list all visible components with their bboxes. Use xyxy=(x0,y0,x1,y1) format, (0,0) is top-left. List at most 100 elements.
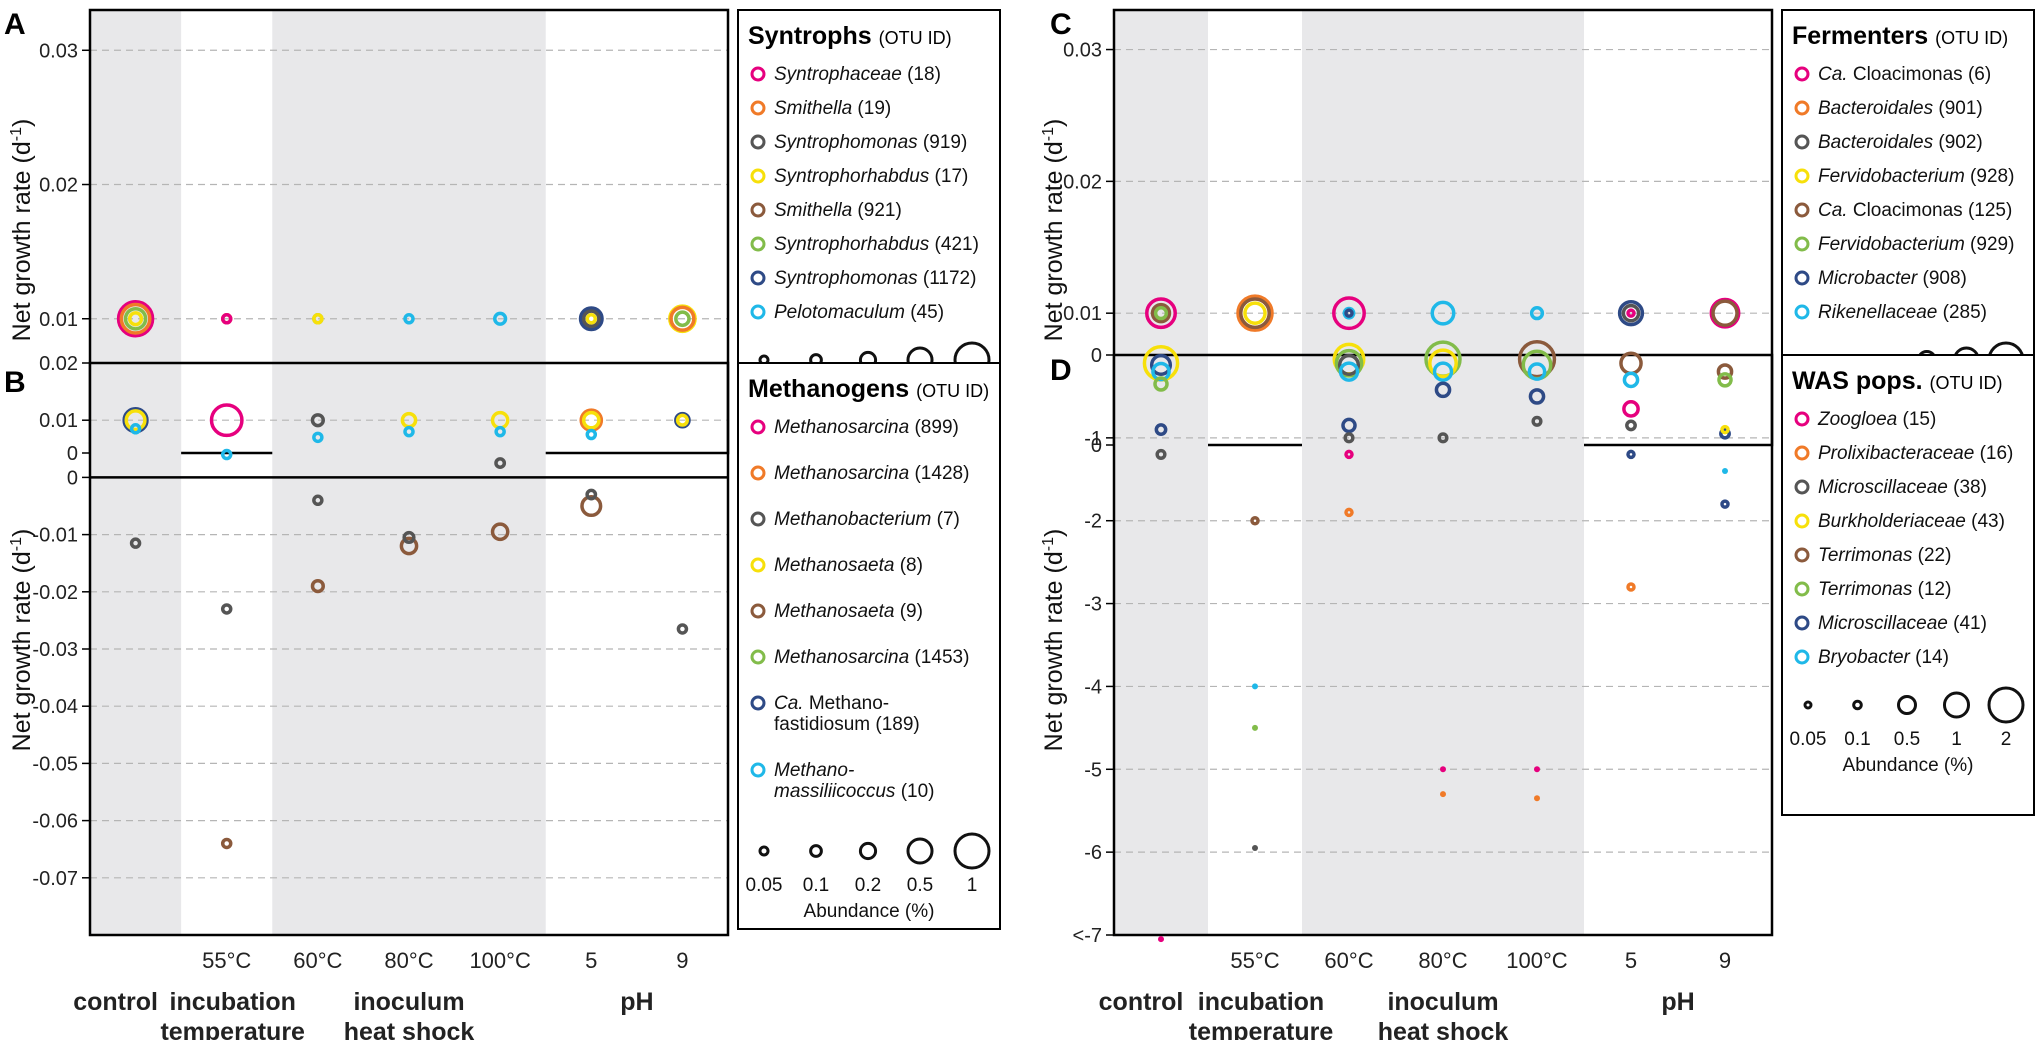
y-tick-label: 0 xyxy=(67,467,78,489)
background-band xyxy=(1114,355,1208,935)
data-point xyxy=(1239,297,1271,330)
legend-marker xyxy=(1794,100,1810,116)
data-point xyxy=(1434,381,1452,399)
x-group-label: temperature xyxy=(1189,1018,1334,1040)
y-axis-label: Net growth rate (d-1) xyxy=(1040,119,1068,342)
x-group-label: incubation xyxy=(1198,988,1324,1016)
data-point xyxy=(129,537,142,549)
x-group-label: pH xyxy=(620,988,653,1016)
data-point xyxy=(674,310,691,328)
y-axis-label: Net growth rate (d-1) xyxy=(1040,529,1068,752)
data-point xyxy=(1153,306,1169,321)
data-point xyxy=(580,494,603,518)
data-point xyxy=(1716,363,1734,380)
x-tick-label: 5 xyxy=(585,948,597,973)
legend-entry: Methanosarcina (1428) xyxy=(774,463,969,484)
data-point xyxy=(403,425,415,438)
data-point xyxy=(127,311,144,327)
legend-marker xyxy=(1794,581,1810,597)
legend-marker xyxy=(750,100,766,116)
size-legend-label: 0.2 xyxy=(855,875,881,896)
data-point xyxy=(1155,448,1167,460)
legend-marker xyxy=(750,695,766,711)
legend-marker xyxy=(1794,513,1810,529)
legend-box xyxy=(1781,354,2035,816)
data-point xyxy=(1720,499,1730,509)
x-tick-label: 80°C xyxy=(1418,948,1467,973)
y-tick-label: -0.02 xyxy=(32,582,78,604)
legend-entry: Burkholderiaceae (43) xyxy=(1818,511,2005,532)
legend-entry: Ca. Cloacimonas (6) xyxy=(1818,64,1991,85)
y-tick-label: 0.02 xyxy=(39,175,78,197)
x-group-label: inoculum xyxy=(1387,988,1498,1016)
data-point xyxy=(1250,515,1260,526)
y-tick-label: -0.04 xyxy=(32,696,78,718)
x-tick-label: 9 xyxy=(1719,948,1731,973)
legend-box xyxy=(1781,9,2035,375)
legend-marker xyxy=(750,134,766,150)
legend-entry: Syntrophaceae (18) xyxy=(774,64,941,85)
data-point xyxy=(1337,353,1361,377)
legend-entry: Syntrophomonas (919) xyxy=(774,132,967,153)
legend-entry: Ca. Cloacimonas (125) xyxy=(1818,200,2012,221)
y-tick-label: -0.03 xyxy=(32,639,78,661)
y-tick-label: <-7 xyxy=(1073,925,1102,947)
legend-marker xyxy=(750,465,766,481)
data-point xyxy=(1243,301,1267,325)
x-tick-label: 100°C xyxy=(469,948,531,973)
legend-marker xyxy=(1794,547,1810,563)
legend-entry: Syntrophorhabdus (421) xyxy=(774,234,979,255)
data-point xyxy=(1145,297,1177,330)
legend-marker xyxy=(1794,236,1810,252)
data-point xyxy=(585,313,598,325)
size-legend-marker xyxy=(809,844,823,858)
legend-entry: Methanosaeta (8) xyxy=(774,555,923,576)
y-tick-label: 0.01 xyxy=(39,410,78,432)
legend-entry: Prolixibacteraceae (16) xyxy=(1818,443,2013,464)
legend-marker xyxy=(1794,270,1810,286)
size-legend-label: 0.1 xyxy=(803,875,829,896)
legend-entry: Zoogloea (15) xyxy=(1817,409,1936,430)
legend-entry: Bacteroidales (901) xyxy=(1818,98,1983,119)
data-point xyxy=(494,457,507,470)
legend-entry: Bacteroidales (902) xyxy=(1818,132,1983,153)
data-point xyxy=(1517,339,1557,379)
size-legend-label: 0.05 xyxy=(1790,729,1827,750)
legend-marker xyxy=(750,168,766,184)
data-point xyxy=(1622,371,1640,389)
y-axis-label: Net growth rate (d-1) xyxy=(8,529,36,752)
size-legend-label: 1 xyxy=(1951,729,1962,750)
data-point xyxy=(1617,300,1645,327)
legend: WAS pops. (OTU ID)Zoogloea (15)Prolixiba… xyxy=(1781,354,2035,816)
data-point xyxy=(1621,303,1641,323)
legend-entry: Microscillaceae (41) xyxy=(1818,613,1987,634)
y-tick-label: -2 xyxy=(1084,511,1102,533)
x-tick-label: 100°C xyxy=(1506,948,1568,973)
legend-marker xyxy=(1794,445,1810,461)
y-tick-label: -0.06 xyxy=(32,811,78,833)
data-point xyxy=(1344,449,1354,460)
legend-entry-line2: massiliicoccus (10) xyxy=(774,781,935,802)
y-tick-label: 0 xyxy=(67,443,78,465)
data-point xyxy=(1236,294,1274,332)
size-legend-marker xyxy=(1803,700,1813,710)
size-legend-marker xyxy=(858,841,878,861)
size-legend-marker xyxy=(758,845,770,857)
data-point xyxy=(312,431,324,444)
legend-marker xyxy=(750,304,766,320)
size-legend-marker xyxy=(1897,695,1917,715)
x-group-label: temperature xyxy=(160,1018,305,1040)
legend-title-suffix: (OTU ID) xyxy=(879,28,952,48)
legend-marker xyxy=(1794,168,1810,184)
legend-title-suffix: (OTU ID) xyxy=(916,381,989,401)
data-point xyxy=(1430,300,1456,326)
legend-entry: Fervidobacterium (929) xyxy=(1818,234,2014,255)
data-point xyxy=(1626,582,1636,592)
legend-entry: Bryobacter (14) xyxy=(1818,647,1949,668)
data-point xyxy=(1150,302,1172,324)
data-point xyxy=(1437,432,1449,444)
data-point xyxy=(119,302,152,335)
data-point xyxy=(1344,308,1354,318)
legend-marker xyxy=(750,603,766,619)
